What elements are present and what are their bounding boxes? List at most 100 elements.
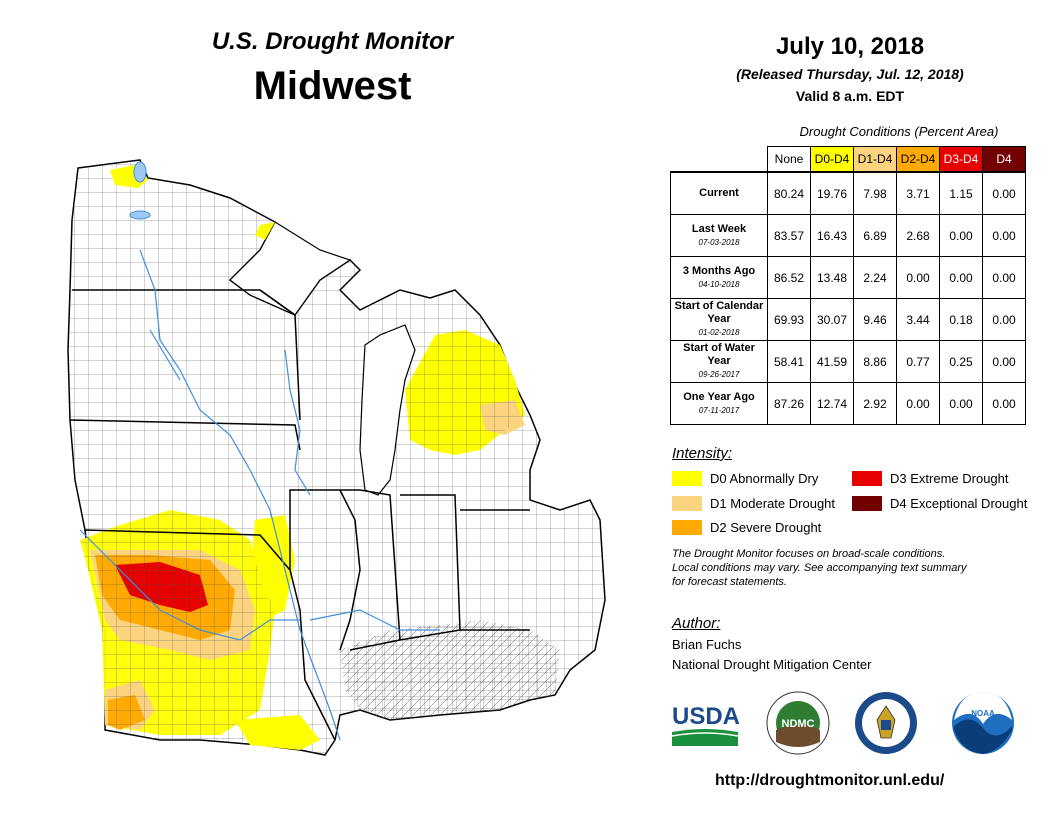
- table-cell: 0.00: [982, 298, 1026, 341]
- table-row: One Year Ago 07-11-2017 87.26 12.74 2.92 0.00…: [670, 382, 1026, 425]
- table-cell: 86.52: [767, 256, 811, 299]
- website-url[interactable]: http://droughtmonitor.unl.edu/: [715, 772, 945, 789]
- author-org: National Drought Mitigation Center: [672, 657, 872, 672]
- disclaimer-line: Local conditions may vary. See accompany…: [672, 562, 967, 574]
- col-header: None: [767, 146, 811, 173]
- table-cell: 0.00: [896, 382, 940, 425]
- table-cell: 69.93: [767, 298, 811, 341]
- table-cell: 2.68: [896, 214, 940, 257]
- kentucky-counties: [340, 620, 560, 720]
- row-date: 07-11-2017: [698, 405, 740, 415]
- row-date: 04-10-2018: [698, 279, 740, 289]
- table-cell: 12.74: [810, 382, 854, 425]
- table-cell: 0.00: [982, 171, 1026, 215]
- table-cell: 16.43: [810, 214, 854, 257]
- row-label-text: Current: [699, 187, 739, 199]
- author-title: Author:: [672, 615, 721, 632]
- legend-swatch: [672, 520, 702, 535]
- col-header: D4: [982, 146, 1026, 173]
- noaa-logo-icon: NOAA: [952, 692, 1014, 754]
- table-row: Current 80.24 19.76 7.98 3.71 1.15 0.00: [670, 171, 1026, 215]
- commerce-seal-icon: [855, 692, 917, 754]
- legend-item-d2: D2 Severe Drought: [672, 520, 821, 535]
- disclaimer-line: for forecast statements.: [672, 576, 787, 588]
- ndmc-logo-icon: NDMC: [766, 691, 830, 755]
- col-header: D2-D4: [896, 146, 940, 173]
- legend-swatch: [852, 471, 882, 486]
- region-title: Midwest: [253, 64, 412, 108]
- legend-label: D4 Exceptional Drought: [890, 496, 1028, 511]
- drought-stats-table: None D0-D4 D1-D4 D2-D4 D3-D4 D4 Current 8…: [670, 146, 1026, 425]
- legend-item-d1: D1 Moderate Drought: [672, 496, 835, 511]
- table-cell: 0.00: [896, 256, 940, 299]
- row-label: Start of Water Year 09-26-2017: [670, 340, 768, 383]
- col-header: D3-D4: [939, 146, 983, 173]
- table-row: Last Week 07-03-2018 83.57 16.43 6.89 2.68 0.0…: [670, 214, 1026, 257]
- legend-swatch: [672, 496, 702, 511]
- disclaimer: The Drought Monitor focuses on broad-sca…: [672, 547, 1022, 589]
- d0-area-mn-ne: [255, 222, 275, 240]
- table-row: 3 Months Ago 04-10-2018 86.52 13.48 2.24 0.00…: [670, 256, 1026, 299]
- table-cell: 19.76: [810, 171, 854, 215]
- table-cell: 2.92: [853, 382, 897, 425]
- table-cell: 87.26: [767, 382, 811, 425]
- legend-title: Intensity:: [672, 445, 733, 462]
- row-date: 09-26-2017: [698, 370, 740, 379]
- d0-area-mo-se: [235, 715, 320, 750]
- drought-map: [67, 159, 606, 756]
- table-caption: Drought Conditions (Percent Area): [799, 124, 999, 139]
- row-label-text: 3 Months Ago: [682, 264, 756, 277]
- table-cell: 0.00: [982, 214, 1026, 257]
- row-date: 01-02-2018: [698, 328, 740, 337]
- row-label: 3 Months Ago 04-10-2018: [670, 256, 768, 299]
- table-row: Start of Water Year 09-26-2017 58.41 41.59 8…: [670, 340, 1026, 383]
- table-cell: 80.24: [767, 171, 811, 215]
- col-header: D1-D4: [853, 146, 897, 173]
- table-cell: 0.00: [982, 340, 1026, 383]
- red-lake: [129, 210, 151, 220]
- usda-logo-icon: USDA: [671, 703, 740, 746]
- table-cell: 3.71: [896, 171, 940, 215]
- row-date: 07-03-2018: [698, 237, 740, 247]
- legend-swatch: [852, 496, 882, 511]
- valid-time: Valid 8 a.m. EDT: [795, 88, 905, 104]
- rivers: [79, 249, 440, 741]
- table-cell: 41.59: [810, 340, 854, 383]
- release-date: (Released Thursday, Jul. 12, 2018): [736, 66, 964, 82]
- table-cell: 7.98: [853, 171, 897, 215]
- row-label: Start of Calendar Year 01-02-2018: [670, 298, 768, 341]
- table-cell: 0.00: [939, 382, 983, 425]
- table-cell: 2.24: [853, 256, 897, 299]
- legend-item-d3: D3 Extreme Drought: [852, 471, 1009, 486]
- table-cell: 6.89: [853, 214, 897, 257]
- map-date: July 10, 2018: [775, 33, 925, 60]
- usda-logo-text: USDA: [672, 703, 740, 730]
- table-row: Start of Calendar Year 01-02-2018 69.93 30.…: [670, 298, 1026, 341]
- row-label: Last Week 07-03-2018: [670, 214, 768, 257]
- row-label-text: One Year Ago: [683, 390, 755, 403]
- ndmc-logo-text: NDMC: [782, 718, 815, 730]
- table-cell: 3.44: [896, 298, 940, 341]
- table-cell: 13.48: [810, 256, 854, 299]
- table-cell: 0.77: [896, 340, 940, 383]
- table-corner: [671, 147, 768, 173]
- lake-of-the-woods: [133, 161, 147, 183]
- table-cell: 0.00: [939, 214, 983, 257]
- legend-swatch: [672, 471, 702, 486]
- disclaimer-line: The Drought Monitor focuses on broad-sca…: [672, 548, 946, 560]
- table-cell: 9.46: [853, 298, 897, 341]
- table-cell: 0.00: [982, 256, 1026, 299]
- noaa-logo-text: NOAA: [971, 709, 995, 718]
- col-header: D0-D4: [810, 146, 854, 173]
- row-label-text: Start of Calendar Year: [674, 300, 764, 325]
- row-label-text: Last Week: [691, 222, 747, 235]
- legend-label: D3 Extreme Drought: [890, 471, 1009, 486]
- legend-label: D0 Abnormally Dry: [710, 471, 819, 486]
- table-cell: 30.07: [810, 298, 854, 341]
- legend-item-d0: D0 Abnormally Dry: [672, 471, 818, 486]
- table-cell: 58.41: [767, 340, 811, 383]
- lake-michigan: [359, 324, 416, 496]
- monitor-title: U.S. Drought Monitor: [211, 28, 454, 55]
- table-cell: 8.86: [853, 340, 897, 383]
- table-cell: 0.25: [939, 340, 983, 383]
